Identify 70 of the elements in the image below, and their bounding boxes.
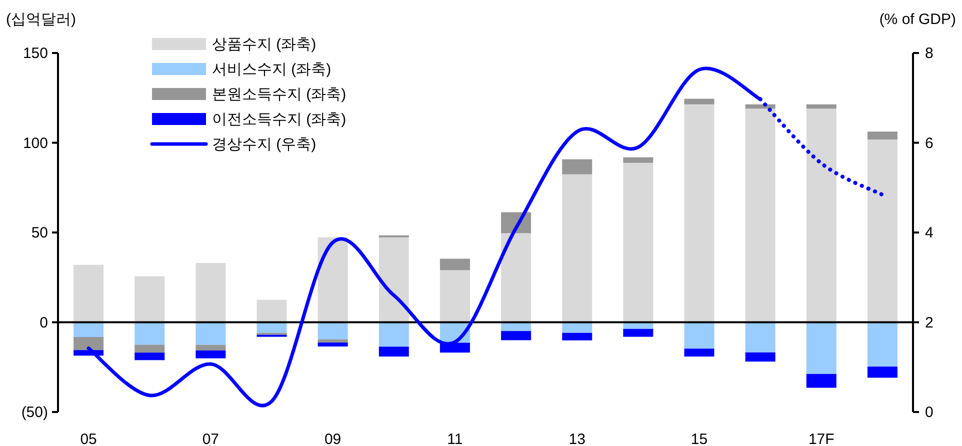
bar [196, 344, 226, 350]
bar [501, 331, 532, 340]
bar [74, 336, 104, 350]
bar [134, 352, 165, 360]
bar [562, 332, 592, 340]
bar [134, 276, 165, 322]
x-tick-label: 15 [690, 431, 708, 446]
y-tick-label: 100 [22, 134, 48, 152]
bar [501, 233, 532, 322]
y-tick-label: 50 [31, 224, 48, 242]
bar [318, 237, 348, 322]
y2-tick-label: 0 [925, 404, 934, 421]
bar [867, 322, 898, 367]
bar [745, 108, 776, 322]
bar [562, 159, 592, 174]
bar [867, 132, 898, 140]
bar [684, 104, 714, 322]
bar [134, 344, 165, 353]
y-tick-label: (50) [21, 404, 48, 421]
y2-tick-label: 2 [925, 314, 934, 332]
y-tick-label: 150 [22, 45, 48, 62]
y-tick-label: 0 [40, 314, 48, 332]
bar [623, 162, 654, 322]
bar [562, 322, 592, 333]
x-tick-label: 05 [80, 431, 97, 446]
bar [623, 157, 654, 163]
bar [867, 140, 898, 322]
bar [378, 322, 409, 347]
bar [440, 258, 470, 270]
bar [256, 300, 287, 322]
y2-tick-label: 8 [925, 45, 934, 62]
bar [806, 108, 836, 322]
legend-label: 본원소득수지 (좌축) [212, 86, 346, 103]
x-tick-label: 13 [568, 431, 586, 446]
bar [684, 98, 714, 104]
bar [134, 322, 165, 345]
legend-label: 서비스수지 (좌축) [212, 61, 332, 78]
legend-label: 경상수지 (우축) [212, 136, 316, 153]
x-tick-label: 17F [808, 431, 834, 446]
bar [318, 339, 348, 343]
bar [806, 374, 836, 388]
y2-axis-title: (% of GDP) [879, 11, 956, 28]
bar [806, 322, 836, 374]
bar [745, 352, 776, 362]
bar [318, 342, 348, 346]
bar [562, 174, 592, 322]
bar [867, 366, 898, 378]
legend-label: 이전소득수지 (좌축) [212, 111, 346, 128]
legend-label: 상품수지 (좌축) [212, 36, 316, 53]
bar [196, 350, 226, 358]
bar [256, 322, 287, 333]
bar [440, 270, 470, 322]
bar [318, 322, 348, 340]
bar [74, 322, 104, 337]
bar [378, 237, 409, 322]
y-axis-title: (십억달러) [6, 11, 76, 28]
y2-tick-label: 6 [925, 134, 934, 152]
bar [196, 322, 226, 345]
bar [806, 104, 836, 109]
x-tick-label: 07 [202, 431, 220, 446]
bar [684, 348, 714, 357]
bar [74, 264, 104, 322]
bar [196, 263, 226, 322]
bar [378, 346, 409, 357]
bar [623, 328, 654, 337]
y2-tick-label: 4 [925, 224, 934, 242]
bar [745, 322, 776, 352]
bar [684, 322, 714, 349]
x-tick-label: 11 [447, 431, 463, 446]
x-tick-label: 09 [324, 431, 342, 446]
